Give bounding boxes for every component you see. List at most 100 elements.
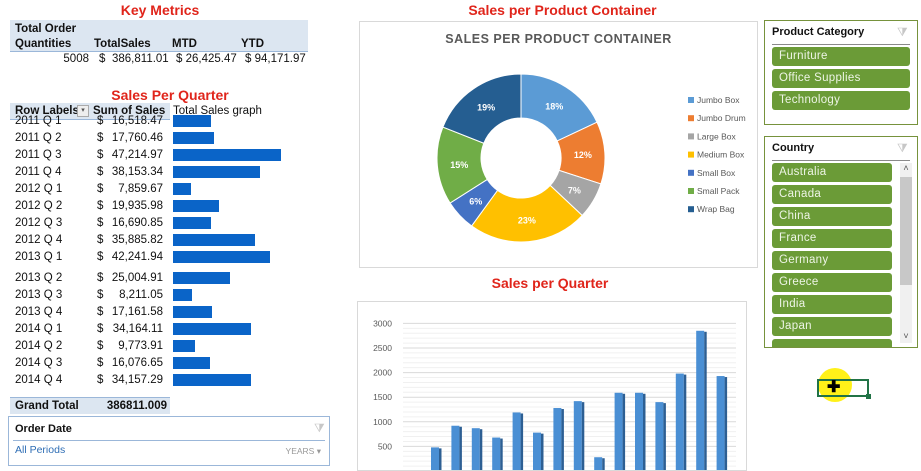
column-bar[interactable] (553, 408, 562, 470)
scroll-down-icon[interactable]: ˅ (903, 331, 909, 341)
column-bar[interactable] (716, 376, 725, 470)
time-level-label: YEARS (285, 446, 315, 456)
sales-data-bar (173, 166, 260, 178)
currency-symbol: $ (97, 200, 104, 212)
column-bar[interactable] (471, 428, 480, 470)
column-bar[interactable] (614, 392, 623, 470)
sales-data-bar (173, 357, 210, 369)
header-quantities: Quantities (15, 38, 72, 50)
currency-symbol: $ (97, 217, 104, 229)
country-title: Country (772, 142, 815, 154)
column-bar[interactable] (431, 447, 439, 470)
pivot-header: Row Labels ▾ Sum of Sales (10, 103, 170, 120)
row-label: 2013 Q 4 (15, 306, 63, 318)
slicer-item[interactable]: Greece (772, 273, 892, 292)
donut-data-label: 19% (477, 103, 495, 113)
order-date-title: Order Date (15, 423, 72, 435)
key-metrics-header: Total Order Quantities TotalSales MTD YT… (10, 20, 308, 52)
row-value: 17,760.46 (111, 132, 163, 144)
country-slicer: Country ⧩ Australia Canada China France Germ… (764, 136, 918, 348)
clear-filter-icon[interactable]: ⧩ (897, 141, 908, 155)
column-bar[interactable] (675, 373, 684, 470)
currency-symbol: $ (97, 340, 104, 352)
scroll-up-icon[interactable]: ˄ (903, 163, 909, 173)
column-bar[interactable] (533, 432, 541, 470)
slicer-item[interactable]: India (772, 295, 892, 314)
scrollbar-thumb[interactable] (900, 177, 912, 285)
column-chart[interactable]: 3000 2500 2000 1500 1000 500 (357, 301, 747, 471)
slicer-item[interactable]: Office Supplies (772, 69, 910, 88)
clear-filter-icon[interactable]: ⧩ (314, 421, 325, 435)
currency-symbol: $ (97, 272, 104, 284)
slicer-item[interactable]: Germany (772, 251, 892, 270)
currency-symbol: $ (97, 166, 104, 178)
row-value: 25,004.91 (111, 272, 163, 284)
row-label: 2011 Q 3 (15, 149, 62, 161)
sales-data-bar (173, 289, 192, 301)
legend-swatch (688, 206, 694, 213)
time-level-dropdown[interactable]: YEARS ▾ (285, 446, 321, 456)
header-total-order: Total Order (15, 23, 77, 35)
currency-symbol: $ (97, 183, 104, 195)
row-label: 2012 Q 3 (15, 217, 63, 229)
row-value: 9,773.91 (118, 340, 163, 352)
divider (772, 44, 910, 45)
row-label: 2011 Q 4 (15, 166, 62, 178)
order-date-timeline[interactable]: Order Date ⧩ All Periods YEARS ▾ (8, 416, 330, 466)
cross-cursor-icon: ✚ (827, 379, 841, 396)
donut-data-label: 12% (574, 150, 592, 160)
donut-chart[interactable]: SALES PER PRODUCT CONTAINER 18% Jumbo Box… (359, 21, 758, 268)
donut-chart-title: SALES PER PRODUCT CONTAINER (445, 32, 672, 46)
column-bar[interactable] (635, 392, 643, 470)
sales-data-bar (173, 115, 211, 127)
column-bar[interactable] (492, 437, 501, 470)
fill-handle[interactable] (866, 394, 871, 399)
row-label: 2014 Q 4 (15, 374, 63, 386)
row-label: 2011 Q 1 (15, 115, 62, 127)
column-bar[interactable] (696, 330, 705, 470)
column-bar[interactable] (573, 401, 582, 470)
row-label: 2013 Q 3 (15, 289, 63, 301)
slicer-item[interactable]: Technology (772, 91, 910, 110)
ytd-value: $ 94,171.97 (245, 53, 306, 65)
legend-label: Medium Box (697, 150, 745, 160)
slicer-item[interactable]: Furniture (772, 47, 910, 66)
legend-label: Wrap Bag (697, 204, 735, 214)
slicer-item[interactable]: China (772, 207, 892, 226)
total-sales-graph-header: Total Sales graph (173, 105, 262, 117)
y-tick-label: 2500 (373, 343, 392, 353)
all-periods-label: All Periods (15, 444, 66, 456)
donut-slice-wrap-bag[interactable] (442, 73, 522, 144)
slicer-item-partial[interactable] (772, 339, 892, 347)
currency-symbol: $ (97, 251, 104, 263)
y-tick-label: 2000 (373, 368, 392, 378)
row-value: 42,241.94 (111, 251, 163, 263)
clear-filter-icon[interactable]: ⧩ (897, 25, 908, 39)
row-label: 2014 Q 3 (15, 357, 63, 369)
column-bar[interactable] (655, 402, 664, 470)
slicer-item[interactable]: Canada (772, 185, 892, 204)
selected-cell[interactable] (817, 379, 869, 397)
currency-symbol: $ (97, 374, 104, 386)
column-bar[interactable] (451, 425, 460, 470)
sales-data-bar (173, 183, 191, 195)
slicer-item[interactable]: Japan (772, 317, 892, 336)
slicer-item[interactable]: France (772, 229, 892, 248)
column-svg: 3000 2500 2000 1500 1000 500 (373, 318, 736, 470)
row-value: 16,690.85 (111, 217, 163, 229)
row-label: 2014 Q 1 (15, 323, 63, 335)
row-label: 2011 Q 2 (15, 132, 62, 144)
row-value: 8,211.05 (119, 289, 163, 301)
row-label: 2014 Q 2 (15, 340, 63, 352)
column-bar[interactable] (594, 457, 603, 470)
donut-slice-medium-box[interactable] (470, 184, 583, 243)
filter-dropdown-icon[interactable]: ▾ (77, 105, 89, 117)
currency-symbol: $ (97, 149, 104, 161)
row-label: 2013 Q 2 (15, 272, 63, 284)
scrollbar[interactable]: ˄ ˅ (900, 163, 912, 343)
currency-symbol: $ (97, 306, 104, 318)
column-bar-side (643, 393, 646, 470)
column-bar[interactable] (512, 412, 521, 470)
sales-data-bar (173, 323, 251, 335)
slicer-item[interactable]: Australia (772, 163, 892, 182)
